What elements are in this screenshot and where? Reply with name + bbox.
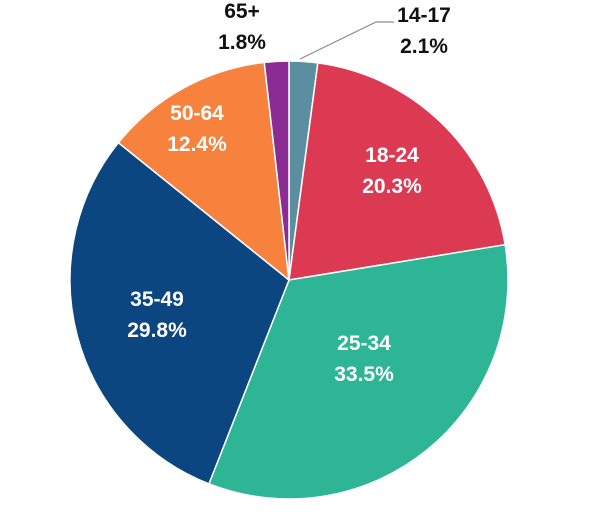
slice-label-50-64: 50-64 12.4% [167, 102, 227, 156]
leader-lines-layer [299, 21, 394, 60]
slice-value-label: 20.3% [362, 175, 422, 198]
slice-category-label: 18-24 [365, 144, 419, 167]
slices-layer [69, 60, 509, 500]
slice-label-65+: 65+ 1.8% [218, 0, 266, 54]
slice-value-label: 12.4% [167, 133, 227, 156]
slice-label-14-17: 14-17 2.1% [397, 4, 451, 58]
leader-line-14-17 [299, 21, 394, 60]
slice-value-label: 1.8% [218, 31, 266, 54]
pie-slice-25-34 [207, 243, 509, 500]
slice-category-label: 65+ [224, 0, 260, 23]
pie-slice-50-64 [117, 61, 290, 282]
slice-value-label: 2.1% [400, 35, 448, 58]
pie-slice-18-24 [288, 62, 506, 281]
slice-label-35-49: 35-49 29.8% [127, 288, 187, 342]
pie-slice-35-49 [69, 141, 290, 485]
slice-label-25-34: 25-34 33.5% [334, 332, 394, 386]
slice-category-label: 35-49 [130, 288, 184, 311]
slice-category-label: 14-17 [397, 4, 451, 27]
slice-category-label: 50-64 [170, 102, 224, 125]
slice-label-18-24: 18-24 20.3% [362, 144, 422, 198]
slice-value-label: 33.5% [334, 363, 394, 386]
labels-layer: 14-17 2.1% 18-24 20.3% 25-34 33.5% 35-49 29.8% 5… [127, 0, 451, 386]
pie-slice-65+ [263, 60, 290, 281]
slice-value-label: 29.8% [127, 319, 187, 342]
slice-category-label: 25-34 [337, 332, 391, 355]
